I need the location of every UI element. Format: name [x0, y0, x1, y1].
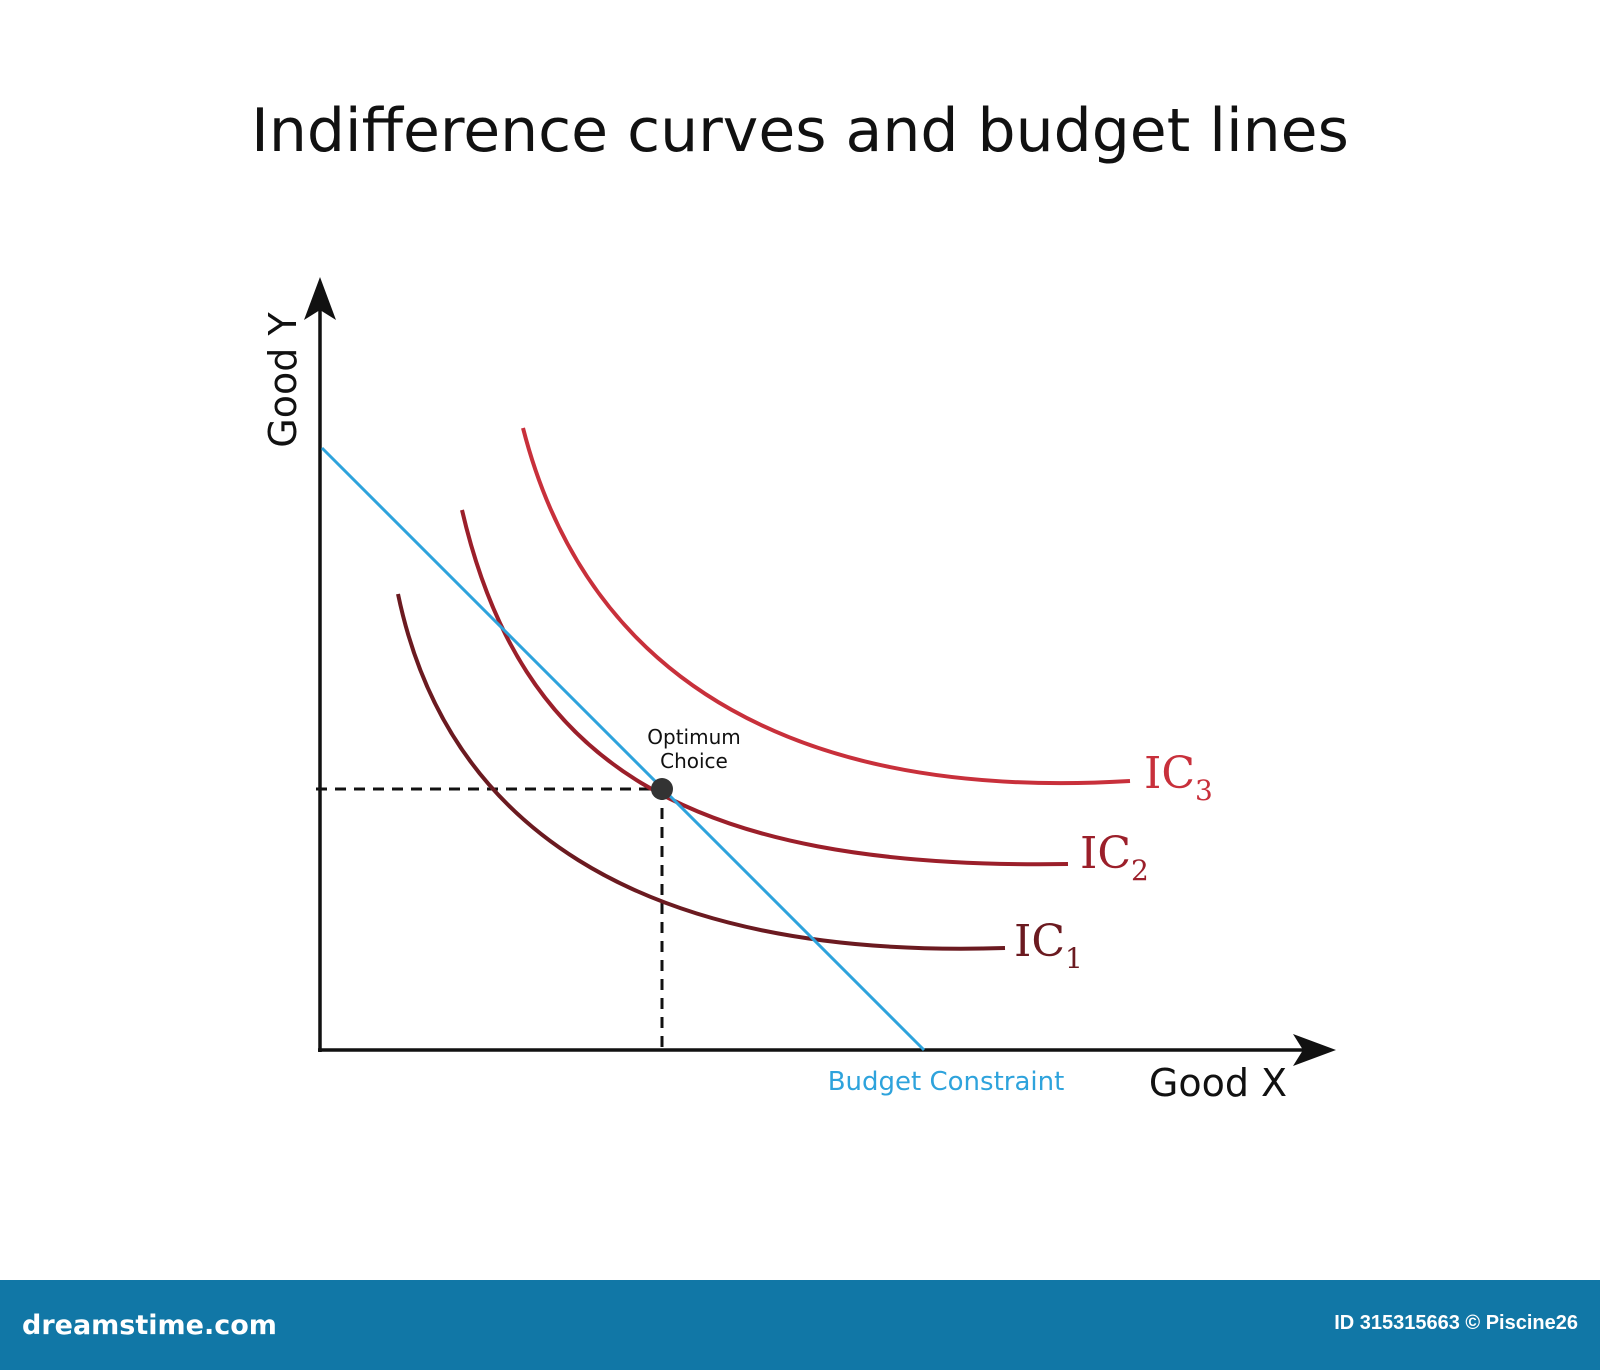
ic3-label-sub: 3	[1195, 774, 1213, 807]
indifference-diagram: Good Y Good X Budget Constraint Optimum …	[261, 277, 1336, 1105]
ic1-label-sub: 1	[1065, 942, 1083, 975]
ic2-curve	[460, 509, 1069, 867]
ic2-label-sub: 2	[1131, 854, 1149, 887]
x-axis-label: Good X	[1149, 1061, 1287, 1105]
ic3-curve	[521, 427, 1131, 786]
svg-text:IC1: IC1	[1014, 916, 1083, 975]
optimum-label-line2: Choice	[660, 749, 728, 773]
optimum-label-line1: Optimum	[647, 725, 740, 749]
ic3-label-main: IC	[1144, 748, 1195, 799]
brand-logo-text[interactable]: dreamstime.com	[22, 1310, 277, 1341]
ic1-curve	[396, 593, 1006, 951]
budget-constraint-label: Budget Constraint	[828, 1067, 1065, 1097]
optimum-point	[651, 778, 673, 800]
image-id-credit: ID 315315663 © Piscine26	[1334, 1312, 1578, 1334]
footer-bar: dreamstime.com ID 315315663 © Piscine26	[0, 1280, 1600, 1370]
ic1-label: IC1	[1014, 916, 1083, 975]
y-axis-label: Good Y	[261, 312, 305, 448]
y-axis-arrow-icon	[304, 277, 336, 320]
x-axis-arrow-icon	[1293, 1034, 1336, 1066]
diagram-title: Indifference curves and budget lines	[251, 96, 1349, 166]
ic3-label: IC3	[1144, 748, 1213, 807]
ic2-label: IC2	[1080, 828, 1149, 887]
ic1-label-main: IC	[1014, 916, 1065, 967]
svg-text:IC3: IC3	[1144, 748, 1213, 807]
svg-text:IC2: IC2	[1080, 828, 1149, 887]
ic2-label-main: IC	[1080, 828, 1131, 879]
budget-constraint-line	[320, 446, 926, 1052]
